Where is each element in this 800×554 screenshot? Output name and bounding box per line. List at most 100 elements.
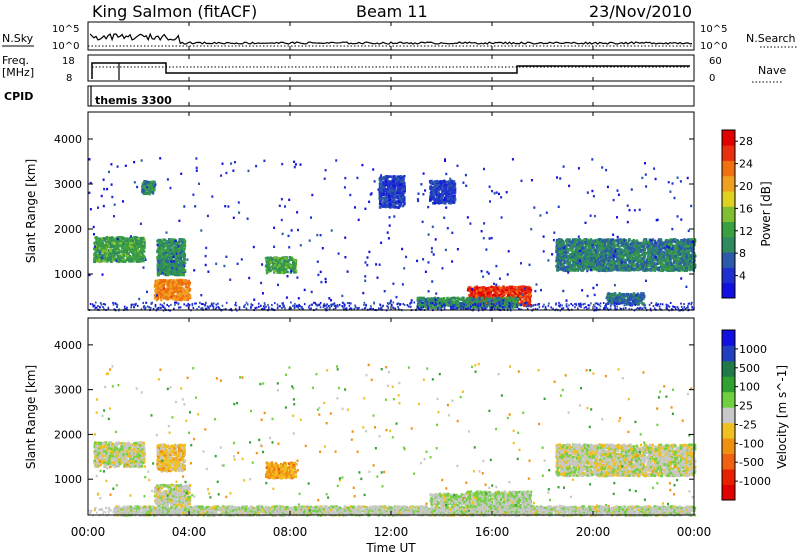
cell-0-6 <box>511 303 514 306</box>
cell-0-4 <box>279 257 282 261</box>
cell-0-7 <box>604 247 607 250</box>
cell-0-6 <box>499 303 502 306</box>
cell-0-7 <box>657 252 660 256</box>
cell-0-6 <box>461 305 464 308</box>
cell-0-0 <box>112 257 116 261</box>
cell-0-5 <box>494 293 497 296</box>
cell-0-4 <box>273 269 276 273</box>
cell-0-7 <box>665 251 668 255</box>
cell-0-5 <box>528 293 531 296</box>
cell-0-4 <box>293 271 296 274</box>
cell-0-6 <box>491 299 494 302</box>
cell-0-5 <box>523 285 526 288</box>
cell-0-6 <box>461 302 464 306</box>
cell-0-6 <box>457 297 460 301</box>
cell-0-1 <box>171 287 175 291</box>
cell-0-5 <box>495 292 499 295</box>
cell-0-6 <box>443 299 446 303</box>
cell-0-0 <box>106 258 110 262</box>
cell-0-2 <box>173 238 176 241</box>
cell-0-1 <box>155 284 158 288</box>
cell-0-7 <box>673 259 676 263</box>
cell-0-6 <box>481 302 484 306</box>
cell-0-1 <box>173 284 176 287</box>
cell-0-7 <box>634 264 637 268</box>
cell-0-1 <box>159 283 162 286</box>
cell-0-5 <box>473 289 476 292</box>
cell-0-6 <box>462 301 465 304</box>
cell-0-6 <box>465 299 468 302</box>
cell-0-6 <box>487 299 491 303</box>
cell-0-6 <box>504 304 507 307</box>
cell-0-2 <box>172 271 175 275</box>
cpid-program: themis 3300 <box>95 94 172 107</box>
cell-0-2 <box>158 252 161 256</box>
cell-0-5 <box>488 294 491 298</box>
cell-0-7 <box>693 263 697 266</box>
cell-0-5 <box>473 293 476 297</box>
cell-0-5 <box>507 286 510 290</box>
cell-0-6 <box>456 300 459 303</box>
cell-0-2 <box>164 244 167 248</box>
cell-0-0 <box>106 260 109 263</box>
cell-0-2 <box>167 271 170 274</box>
cell-0-5 <box>486 291 489 295</box>
cell-0-4 <box>265 264 268 268</box>
cell-0-7 <box>579 261 582 264</box>
cell-0-7 <box>595 265 598 268</box>
cell-0-1 <box>174 296 178 299</box>
cell-0-5 <box>505 296 508 299</box>
power-scatter <box>88 157 697 312</box>
cell-0-3 <box>144 192 147 195</box>
cell-0-2 <box>171 243 174 247</box>
cell-0-2 <box>182 248 185 251</box>
cell-0-3 <box>149 180 152 184</box>
cell-0-1 <box>165 296 168 299</box>
cell-0-5 <box>522 293 526 296</box>
cell-0-3 <box>145 180 149 183</box>
cell-0-3 <box>142 186 146 190</box>
cell-0-0 <box>120 260 123 263</box>
cell-0-7 <box>609 268 612 272</box>
cell-0-6 <box>514 301 517 305</box>
cell-0-7 <box>577 248 580 251</box>
cell-0-2 <box>172 254 175 257</box>
cell-0-6 <box>468 300 471 304</box>
cell-0-2 <box>182 273 185 277</box>
cell-0-4 <box>265 260 268 263</box>
cell-0-2 <box>162 250 165 253</box>
cell-0-7 <box>603 262 607 265</box>
nsky-right-tick-bottom: 10^0 <box>700 41 727 52</box>
cell-0-7 <box>601 261 604 264</box>
cell-0-6 <box>482 300 485 304</box>
cell-0-7 <box>649 260 653 263</box>
nave-label: Nave <box>758 64 786 77</box>
cell-0-7 <box>565 255 568 259</box>
cell-0-7 <box>562 256 565 260</box>
cell-0-1 <box>176 293 180 296</box>
cell-0-4 <box>287 264 291 268</box>
cell-0-6 <box>433 299 436 303</box>
cell-0-0 <box>108 258 111 261</box>
cell-0-2 <box>158 251 162 254</box>
cell-0-0 <box>125 238 128 241</box>
cell-0-6 <box>420 297 423 301</box>
cell-0-2 <box>165 243 168 246</box>
cell-0-0 <box>95 255 98 259</box>
cell-0-2 <box>164 238 167 242</box>
cell-0-2 <box>178 256 181 259</box>
cell-0-1 <box>154 286 158 289</box>
cell-0-2 <box>174 271 177 274</box>
cell-0-5 <box>469 301 472 305</box>
beam-title: Beam 11 <box>356 2 428 21</box>
cell-0-6 <box>496 301 499 304</box>
cell-0-3 <box>141 191 144 194</box>
cell-0-2 <box>157 273 160 277</box>
cell-0-1 <box>173 296 176 300</box>
cell-0-0 <box>134 253 138 256</box>
cell-0-0 <box>131 239 134 243</box>
cell-0-0 <box>103 251 106 254</box>
cell-0-2 <box>176 244 179 247</box>
cell-0-0 <box>112 254 116 257</box>
cell-0-2 <box>168 265 172 269</box>
